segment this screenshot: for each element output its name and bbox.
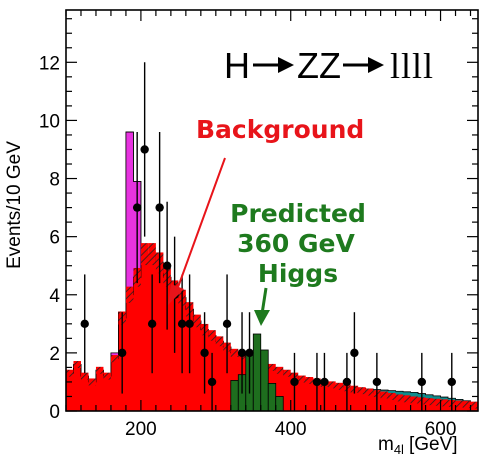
- data-point: [207, 377, 217, 387]
- data-point: [237, 348, 247, 358]
- uncertainty-bin: [283, 369, 291, 377]
- y-tick-label: 4: [49, 286, 60, 307]
- signal-bin: [267, 382, 277, 411]
- uncertainty-bin: [208, 330, 216, 341]
- data-point: [177, 319, 187, 329]
- uncertainty-bin: [403, 395, 411, 403]
- y-tick-label: 2: [49, 344, 60, 365]
- data-point: [80, 319, 89, 329]
- y-tick-label: 0: [49, 402, 60, 423]
- data-point: [132, 203, 142, 212]
- arrow-right-icon: [253, 57, 294, 73]
- uncertainty-bin: [470, 401, 478, 409]
- data-point: [342, 377, 352, 387]
- x-tick-labels: 200 400 600: [125, 419, 456, 440]
- data-point: [245, 348, 254, 358]
- uncertainty-bin: [215, 336, 224, 347]
- y-axis-label: Events/10 GeV: [4, 141, 25, 269]
- uncertainty-bin: [365, 388, 374, 396]
- y-tick-labels: 0 2 4 6 8 10 12: [39, 53, 61, 423]
- signal-bin: [230, 380, 239, 411]
- signal-bin: [260, 349, 269, 411]
- uncertainty-bin: [140, 243, 149, 266]
- uncertainty-bin: [455, 400, 464, 408]
- y-tick-label: 12: [39, 53, 60, 74]
- data-points: [80, 62, 456, 411]
- uncertainty-bin: [125, 286, 134, 303]
- uncertainty-bin: [193, 314, 201, 328]
- svg-text:Higgs: Higgs: [258, 259, 338, 288]
- uncertainty-bin: [380, 391, 389, 399]
- data-point: [140, 145, 149, 154]
- uncertainty-bin: [268, 363, 276, 371]
- svg-text:H: H: [224, 45, 250, 86]
- svg-text:ZZ: ZZ: [297, 45, 341, 86]
- uncertainty-bin: [388, 392, 396, 400]
- arrow-right-icon: [343, 57, 384, 73]
- uncertainty-bin: [395, 394, 404, 402]
- uncertainty-bin: [95, 366, 104, 374]
- uncertainty-bin: [335, 382, 344, 390]
- data-point: [372, 377, 382, 387]
- uncertainty-bin: [433, 398, 441, 406]
- x-axis-label: m4l [GeV]: [378, 434, 458, 457]
- y-tick-label: 6: [49, 228, 60, 249]
- svg-text:llll: llll: [390, 46, 434, 86]
- axis-ticks: [65, 10, 478, 412]
- x-tick-label: 400: [275, 419, 307, 440]
- data-point: [147, 319, 157, 329]
- signal-bin: [252, 333, 262, 411]
- data-point: [162, 261, 172, 270]
- x-tick-label: 200: [125, 419, 157, 440]
- signal-annotation: Predicted 360 GeV Higgs: [230, 199, 366, 288]
- uncertainty-bin: [148, 243, 156, 266]
- data-point: [200, 348, 209, 358]
- uncertainty-bin: [305, 377, 314, 384]
- x-tick-label: 600: [425, 419, 457, 440]
- uncertainty-bin: [103, 372, 111, 380]
- data-point: [350, 348, 359, 358]
- uncertainty-bin: [298, 375, 306, 383]
- y-tick-label: 10: [39, 111, 60, 132]
- uncertainty-bin: [358, 387, 366, 395]
- plot-title: H ZZ llll: [224, 45, 434, 86]
- data-point: [290, 377, 299, 387]
- uncertainty-bin: [328, 381, 336, 389]
- data-point: [447, 377, 456, 387]
- uncertainty-bin: [463, 401, 471, 409]
- data-point: [312, 377, 322, 387]
- data-point: [117, 348, 127, 358]
- signal-bin: [275, 396, 284, 411]
- uncertainty-bin: [66, 369, 74, 377]
- uncertainty-bin: [73, 361, 81, 368]
- data-point: [222, 319, 232, 329]
- data-point: [185, 319, 194, 329]
- uncertainty-bin: [275, 366, 284, 374]
- svg-text:Predicted: Predicted: [230, 199, 366, 228]
- plot-frame: [65, 9, 479, 412]
- signal-arrow: [254, 287, 270, 326]
- background-arrow: [168, 157, 226, 305]
- background-annotation: Background: [196, 115, 364, 144]
- y-tick-label: 8: [49, 170, 60, 191]
- uncertainty-bin: [410, 396, 419, 404]
- uncertainty-bin: [88, 378, 96, 386]
- data-point: [417, 377, 427, 387]
- uncertainty-bin: [230, 348, 239, 357]
- data-point: [320, 377, 329, 387]
- svg-text:360 GeV: 360 GeV: [237, 229, 355, 258]
- uncertainty-bin: [80, 372, 89, 380]
- uncertainty-bin: [425, 398, 434, 406]
- uncertainty-bin: [110, 355, 119, 363]
- data-point: [155, 203, 164, 212]
- uncertainty-bin: [440, 399, 449, 407]
